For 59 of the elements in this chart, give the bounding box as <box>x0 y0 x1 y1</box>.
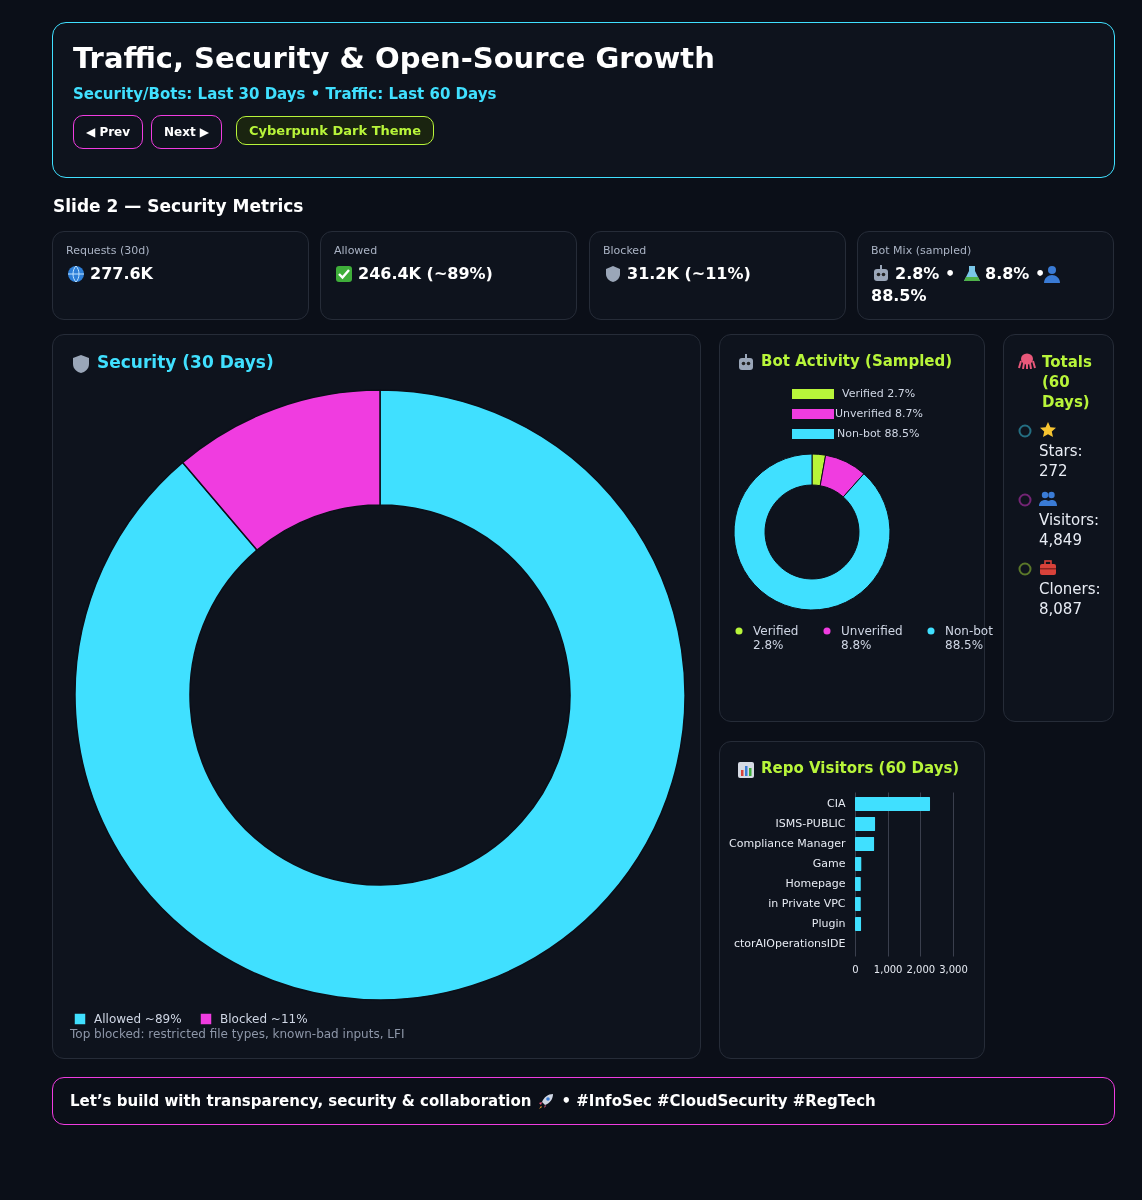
bar <box>855 797 931 811</box>
legend-label: Unverified <box>840 624 903 638</box>
text: Non-bot 88.5% <box>837 427 920 440</box>
text: Cloners: <box>1039 579 1101 599</box>
text: Traffic, Security & Open-Source Growth <box>73 41 715 75</box>
chart-title: Bot Activity (Sampled) <box>761 352 953 370</box>
text: Blocked <box>603 244 647 257</box>
text: 31.2K (~11%) <box>627 264 751 283</box>
data-label: 8.8% <box>840 638 871 652</box>
text: Let’s build with transparency, security & collaboration <box>70 1092 532 1110</box>
text: 272 <box>1039 461 1068 481</box>
legend-label: Verified <box>752 624 798 638</box>
donut-slice <box>74 389 686 1001</box>
y-tick-label: CIA <box>827 797 846 810</box>
chart-title: Repo Visitors (60 Days) <box>761 759 960 777</box>
data-label: 88.5% <box>944 638 983 652</box>
x-tick-label: 3,000 <box>939 963 968 975</box>
text: Top blocked: restricted file types, known-bad inputs, LFI <box>70 1027 405 1041</box>
data-label: 2.8% <box>752 638 783 652</box>
text: 2.8% • <box>895 264 956 283</box>
y-tick-label: Game <box>812 857 846 870</box>
text: Totals (60 Days) <box>1042 352 1093 412</box>
text: Slide 2 — Security Metrics <box>53 196 304 216</box>
bar <box>855 857 862 871</box>
bar <box>855 917 862 931</box>
text: Allowed <box>334 244 378 257</box>
text: 8.8% • <box>985 264 1046 283</box>
text: 8,087 <box>1039 599 1082 619</box>
text: Next ▶ <box>151 115 223 149</box>
text: Stars: <box>1039 441 1083 461</box>
x-tick-label: 0 <box>852 963 859 975</box>
y-tick-label: ctorAIOperationsIDE <box>733 937 846 950</box>
legend-label: Blocked ~11% <box>220 1012 308 1026</box>
text: • #InfoSec #CloudSecurity #RegTech <box>561 1092 876 1110</box>
y-tick-label: Compliance Manager <box>729 837 846 850</box>
x-tick-label: 1,000 <box>873 963 903 975</box>
y-tick-label: Homepage <box>785 877 846 890</box>
text: Requests (30d) <box>66 244 150 257</box>
text: ◀ Prev <box>73 115 144 149</box>
text: 88.5% <box>871 286 927 305</box>
y-tick-label: in Private VPC <box>768 897 846 910</box>
text: 4,849 <box>1039 530 1082 550</box>
text: 277.6K <box>90 264 154 283</box>
text: Unverified 8.7% <box>835 407 923 420</box>
bar <box>855 817 876 831</box>
y-tick-label: ISMS-PUBLIC <box>775 817 846 830</box>
x-tick-label: 2,000 <box>906 963 936 975</box>
text: Bot Mix (sampled) <box>871 244 972 257</box>
bar <box>855 837 875 851</box>
legend-label: Non-bot <box>944 624 993 638</box>
text: 246.4K (~89%) <box>358 264 493 283</box>
text: Verified 2.7% <box>842 387 916 400</box>
text: Security/Bots: Last 30 Days • Traffic: Last 60 Days <box>73 85 497 103</box>
legend-label: Allowed ~89% <box>94 1012 182 1026</box>
chart-title: Security (30 Days) <box>97 352 274 372</box>
text: Cyberpunk Dark Theme <box>236 116 434 145</box>
donut-slice <box>733 453 890 611</box>
text: Visitors: <box>1039 510 1100 530</box>
y-tick-label: Plugin <box>811 917 846 930</box>
